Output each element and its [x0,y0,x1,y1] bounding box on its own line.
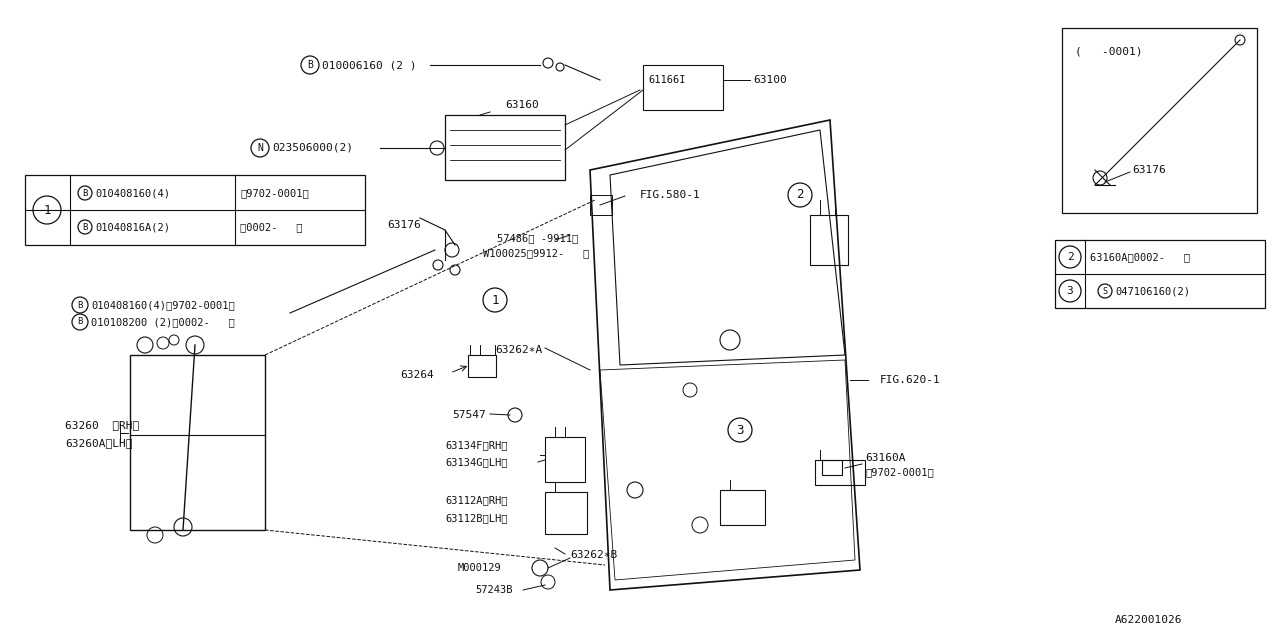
Text: 63264: 63264 [399,370,434,380]
Text: A622001026: A622001026 [1115,615,1183,625]
Bar [822,460,842,475]
Bar [445,115,564,180]
Text: (   -0001): ( -0001) [1075,47,1143,57]
Text: 63160A〈0002-   〉: 63160A〈0002- 〉 [1091,252,1190,262]
Text: 2: 2 [1066,252,1074,262]
Bar [26,175,365,245]
Bar [131,355,265,530]
Text: 63112A〈RH〉: 63112A〈RH〉 [445,495,507,505]
Text: B: B [307,60,312,70]
Bar [643,65,723,110]
Bar [1062,28,1257,213]
Text: 63262∗B: 63262∗B [570,550,617,560]
Text: FIG.580-1: FIG.580-1 [640,190,700,200]
Text: 63134G〈LH〉: 63134G〈LH〉 [445,457,507,467]
Text: 57243B: 57243B [475,585,512,595]
Bar [545,437,585,482]
Text: 63260A〈LH〉: 63260A〈LH〉 [65,438,133,448]
Text: 3: 3 [736,424,744,436]
Text: 63176: 63176 [387,220,421,230]
Text: 1: 1 [492,294,499,307]
Text: FIG.620-1: FIG.620-1 [881,375,941,385]
Text: 〈9702-0001〉: 〈9702-0001〉 [241,188,308,198]
Text: 63160A: 63160A [865,453,905,463]
Text: M000129: M000129 [458,563,502,573]
Text: 〈0002-   〉: 〈0002- 〉 [241,222,302,232]
Text: 010108200 (2)〈0002-   〉: 010108200 (2)〈0002- 〉 [91,317,234,327]
Text: 023506000(2): 023506000(2) [273,143,353,153]
Text: 57547: 57547 [452,410,485,420]
Text: 63176: 63176 [1132,165,1166,175]
Text: 〈9702-0001〉: 〈9702-0001〉 [865,467,933,477]
Text: 63134F〈RH〉: 63134F〈RH〉 [445,440,507,450]
Bar [1055,240,1265,308]
Text: 2: 2 [796,189,804,202]
Text: 63262∗A: 63262∗A [495,345,543,355]
Text: 3: 3 [1066,286,1074,296]
Text: 047106160(2): 047106160(2) [1115,286,1190,296]
Bar [810,215,849,265]
Text: 63260  〈RH〉: 63260 〈RH〉 [65,420,140,430]
Text: 010006160 (2 ): 010006160 (2 ) [323,60,416,70]
Bar [545,492,588,534]
Text: B: B [82,189,88,198]
Text: 61166I: 61166I [648,75,686,85]
Bar [468,355,497,377]
Bar [815,460,865,485]
Text: B: B [77,317,83,326]
Text: S: S [1102,287,1107,296]
Text: 010408160(4): 010408160(4) [95,188,170,198]
Text: B: B [82,223,88,232]
Text: N: N [257,143,262,153]
Text: 010408160(4)〈9702-0001〉: 010408160(4)〈9702-0001〉 [91,300,234,310]
Text: B: B [77,301,83,310]
Text: 01040816A(2): 01040816A(2) [95,222,170,232]
Text: 1: 1 [44,204,51,216]
Text: 57486〈 -9911〉: 57486〈 -9911〉 [497,233,579,243]
Text: 63100: 63100 [753,75,787,85]
Text: 63112B〈LH〉: 63112B〈LH〉 [445,513,507,523]
Bar [590,195,612,215]
Bar [719,490,765,525]
Text: W100025〈9912-   〉: W100025〈9912- 〉 [483,248,589,258]
Text: 63160: 63160 [506,100,539,110]
